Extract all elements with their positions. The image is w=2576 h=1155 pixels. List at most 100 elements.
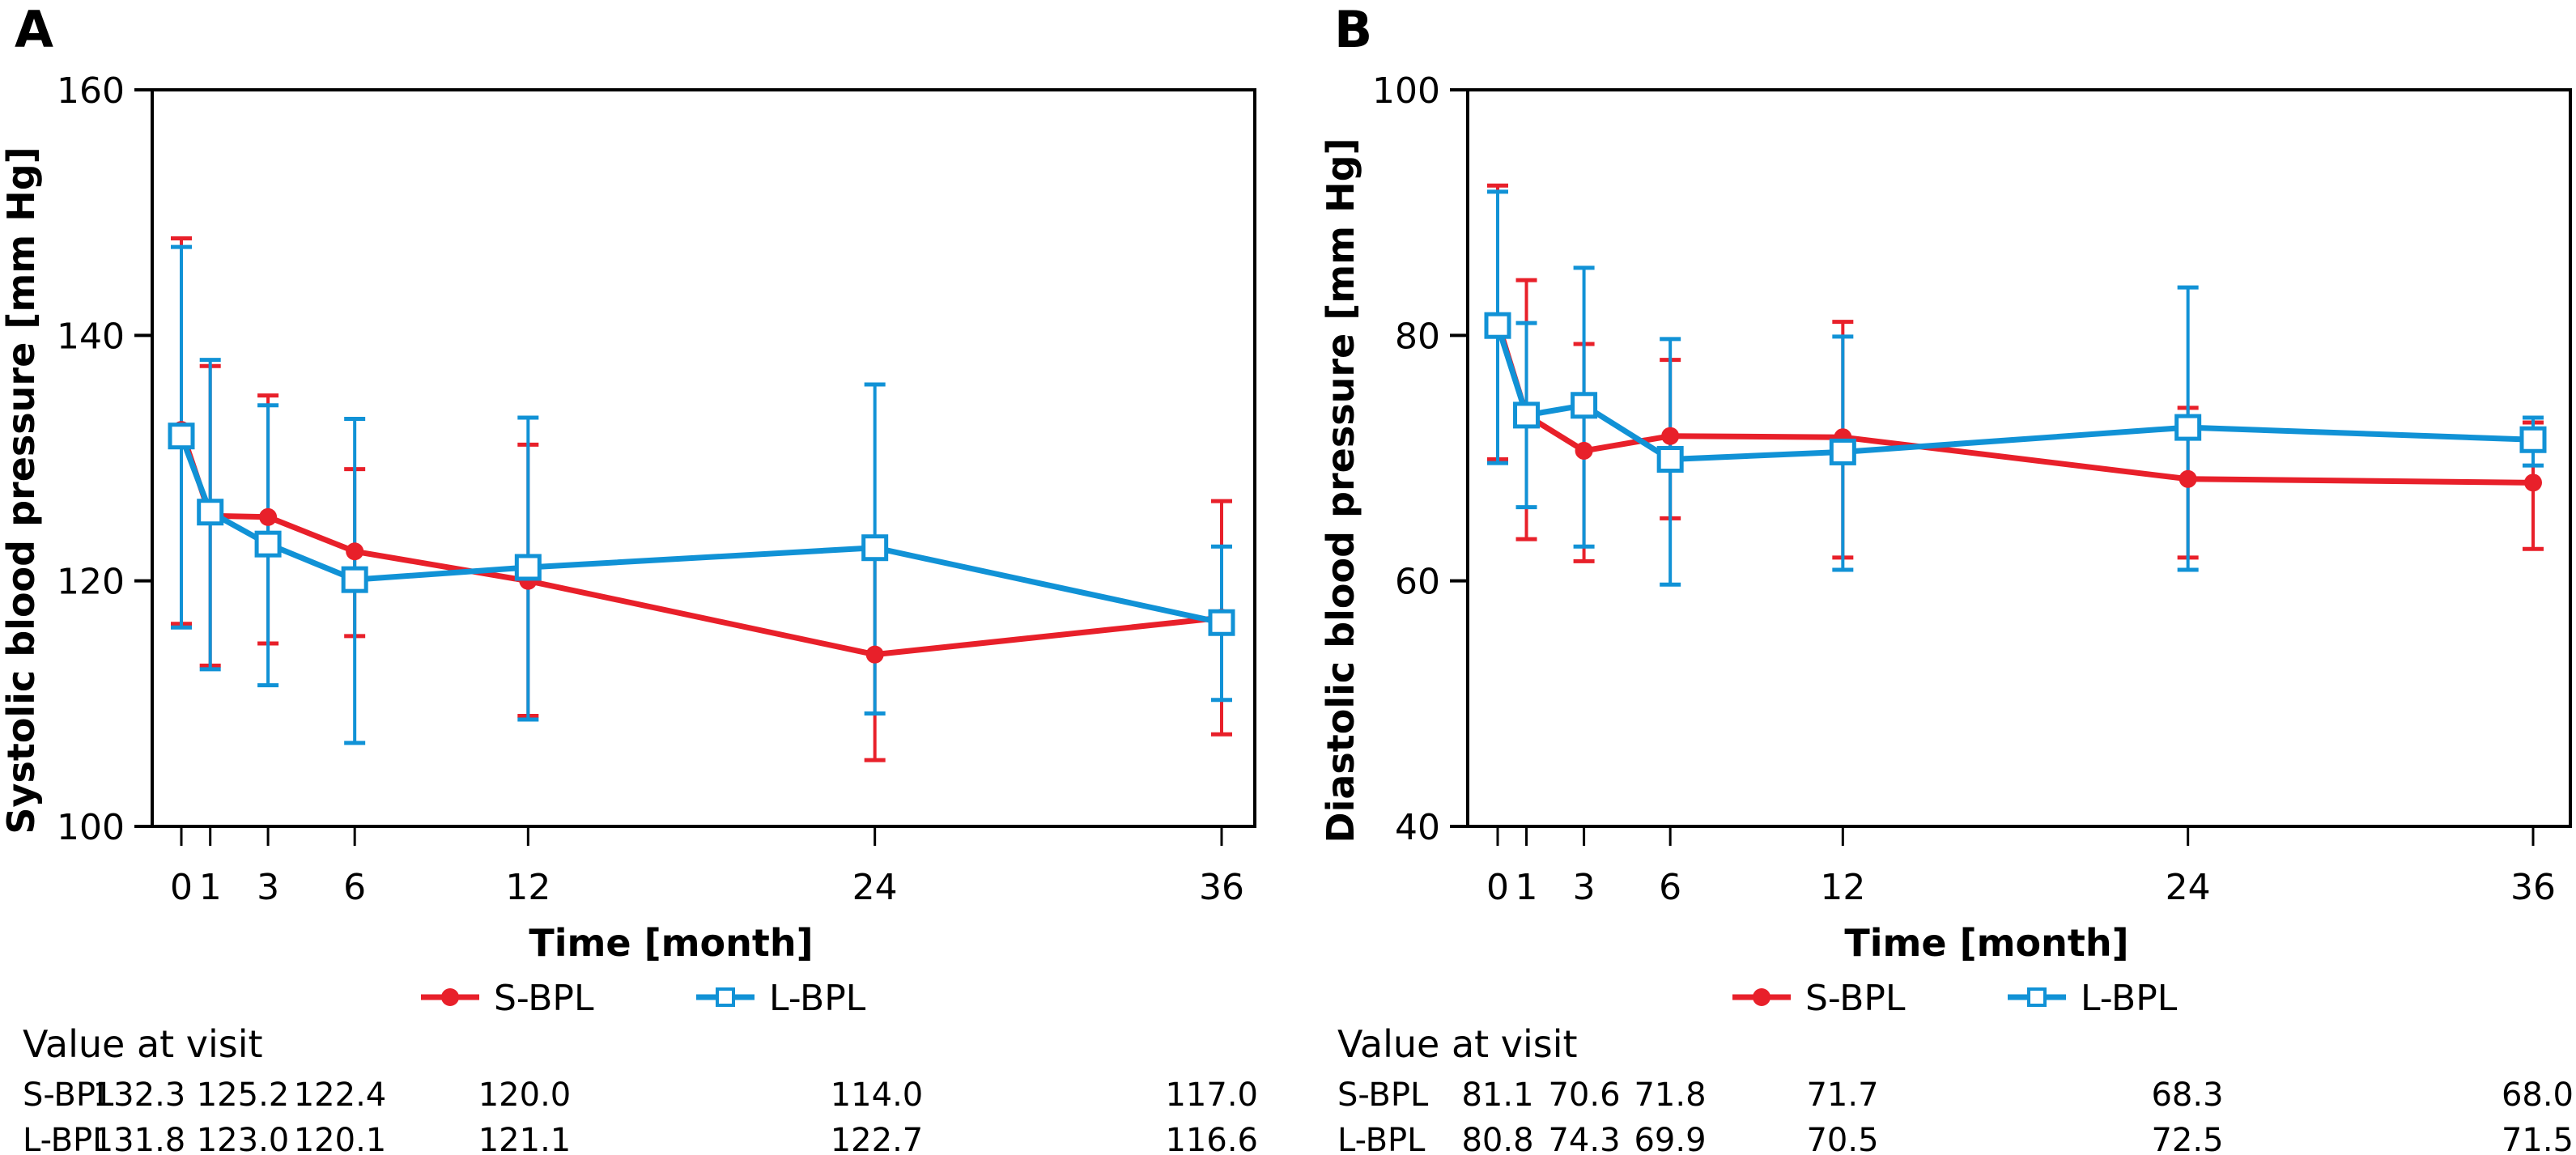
legend-marker-icon xyxy=(441,988,459,1006)
series-line-s-bpl xyxy=(1494,321,2534,486)
plot-frame xyxy=(151,88,1256,828)
x-tick-label: 6 xyxy=(343,867,366,908)
y-tick-label: 140 xyxy=(57,316,125,357)
legend-item-s-bpl: S-BPL xyxy=(421,978,594,1019)
table-row-label: S-BPL xyxy=(23,1076,114,1114)
x-tick-label: 1 xyxy=(1515,867,1538,908)
table-title: Value at visit xyxy=(23,1022,263,1066)
legend-item-l-bpl: L-BPL xyxy=(2008,978,2178,1019)
markers-l-bpl xyxy=(1484,312,2547,473)
data-point xyxy=(2179,469,2197,488)
table-cell: 132.3 xyxy=(93,1076,186,1114)
table-cell: 70.6 xyxy=(1548,1076,1620,1114)
table-row-label: S-BPL xyxy=(1337,1076,1429,1114)
table-cell: 71.5 xyxy=(2502,1122,2574,1155)
legend-item-l-bpl: L-BPL xyxy=(696,978,866,1019)
table-title: Value at visit xyxy=(1337,1022,1578,1066)
error-bars-l-bpl xyxy=(171,244,1232,745)
data-point xyxy=(346,542,364,561)
table-cell: 80.8 xyxy=(1461,1122,1533,1155)
legend-marker-icon xyxy=(2027,987,2047,1007)
y-axis-title: Diastolic blood pressure [mm Hg] xyxy=(1319,138,1362,843)
x-tick-label: 36 xyxy=(1199,867,1244,908)
table-cell: 123.0 xyxy=(197,1122,290,1155)
data-point xyxy=(1484,312,1511,339)
markers-l-bpl xyxy=(168,423,1235,636)
data-point xyxy=(861,534,889,562)
data-point xyxy=(1208,609,1235,636)
error-bars-s-bpl xyxy=(1487,183,2544,563)
legend: S-BPL L-BPL xyxy=(1732,978,2178,1019)
x-tick-label: 12 xyxy=(1820,867,1865,908)
data-point xyxy=(2519,426,2547,453)
markers-s-bpl xyxy=(1489,312,2542,492)
table-cell: 68.0 xyxy=(2502,1076,2574,1114)
x-axis-title: Time [month] xyxy=(1844,921,2128,965)
x-tick-label: 36 xyxy=(2510,867,2556,908)
data-point xyxy=(259,507,278,526)
x-tick-label: 3 xyxy=(257,867,279,908)
x-tick-label: 0 xyxy=(170,867,193,908)
table-cell: 74.3 xyxy=(1548,1122,1620,1155)
data-point xyxy=(1575,441,1593,460)
table-cell: 120.0 xyxy=(478,1076,572,1114)
x-tick-label: 1 xyxy=(199,867,222,908)
y-tick-label: 100 xyxy=(57,807,125,848)
series-line-s-bpl xyxy=(178,429,1222,658)
table-cell: 131.8 xyxy=(93,1122,186,1155)
value-at-visit-table: Value at visit S-BPL 81.1 70.6 71.8 71.7 68.3 6… xyxy=(1337,1022,2574,1155)
y-tick-label: 60 xyxy=(1395,562,1440,603)
series-line-l-bpl xyxy=(178,435,1222,626)
y-tick-label: 80 xyxy=(1395,316,1440,357)
table-cell: 125.2 xyxy=(197,1076,290,1114)
table-cell: 81.1 xyxy=(1461,1076,1533,1114)
legend-marker-icon xyxy=(716,987,735,1007)
x-tick-label: 6 xyxy=(1659,867,1681,908)
table-cell: 120.1 xyxy=(294,1122,387,1155)
y-tick-label: 160 xyxy=(57,70,125,112)
x-tick-label: 0 xyxy=(1486,867,1509,908)
data-point xyxy=(341,566,368,593)
legend-marker-icon xyxy=(1753,988,1770,1006)
data-point xyxy=(1656,446,1684,473)
data-point xyxy=(2524,473,2542,492)
data-point xyxy=(1829,438,1856,465)
x-tick-label: 24 xyxy=(852,867,898,908)
plot-frame xyxy=(1466,88,2572,828)
legend-label: L-BPL xyxy=(2081,978,2178,1019)
data-point xyxy=(197,499,224,526)
table-cell: 114.0 xyxy=(831,1076,924,1114)
legend-label: L-BPL xyxy=(769,978,866,1019)
legend: S-BPL L-BPL xyxy=(421,978,866,1019)
data-point xyxy=(1661,427,1680,445)
data-point xyxy=(254,530,282,558)
y-tick-label: 120 xyxy=(57,562,125,603)
table-cell: 122.4 xyxy=(294,1076,387,1114)
data-point xyxy=(168,423,195,450)
y-axis-title: Systolic blood pressure [mm Hg] xyxy=(0,146,43,834)
data-point xyxy=(1513,401,1541,429)
table-cell: 71.8 xyxy=(1634,1076,1706,1114)
table-row-label: L-BPL xyxy=(1337,1122,1426,1155)
error-bars-s-bpl xyxy=(171,236,1232,762)
legend-label: S-BPL xyxy=(1805,978,1906,1019)
data-point xyxy=(2174,414,2202,441)
data-point xyxy=(514,554,542,581)
table-cell: 121.1 xyxy=(478,1122,572,1155)
table-cell: 69.9 xyxy=(1634,1122,1706,1155)
y-tick-label: 40 xyxy=(1395,807,1440,848)
x-tick-label: 12 xyxy=(505,867,550,908)
table-cell: 116.6 xyxy=(1165,1122,1258,1155)
x-tick-label: 24 xyxy=(2166,867,2211,908)
table-cell: 122.7 xyxy=(831,1122,924,1155)
legend-label: S-BPL xyxy=(494,978,594,1019)
error-bars-l-bpl xyxy=(1487,189,2544,587)
data-point xyxy=(1571,392,1598,419)
table-cell: 70.5 xyxy=(1806,1122,1878,1155)
panel-letter: B xyxy=(1334,0,1372,59)
x-tick-label: 3 xyxy=(1573,867,1596,908)
table-cell: 72.5 xyxy=(2151,1122,2223,1155)
